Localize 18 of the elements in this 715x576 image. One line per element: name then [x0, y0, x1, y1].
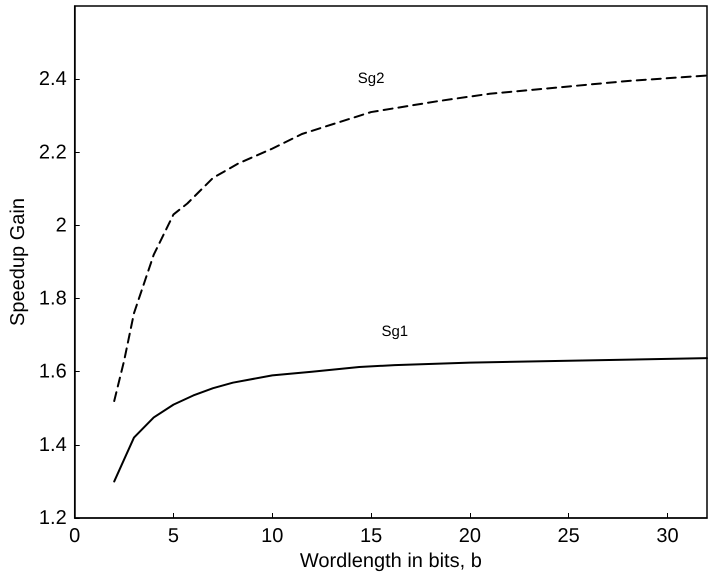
- y-tick-label: 2: [56, 214, 67, 236]
- x-tick-label: 20: [458, 525, 482, 547]
- x-tick-label: 10: [261, 525, 284, 547]
- y-tick-label: 1.4: [38, 434, 67, 456]
- y-tick-label: 1.2: [38, 507, 67, 529]
- x-tick-label: 25: [558, 525, 580, 547]
- x-axis-title: Wordlength in bits, b: [300, 550, 482, 572]
- y-tick-label: 2.2: [38, 141, 67, 164]
- x-tick-label: 5: [168, 525, 180, 547]
- y-axis-title: Speedup Gain: [7, 198, 29, 326]
- y-tick-label: 1.6: [38, 360, 67, 383]
- x-tick-label: 30: [656, 525, 679, 547]
- series-label: Sg2: [358, 70, 384, 88]
- x-tick-label: 15: [360, 525, 382, 547]
- y-tick-label: 2.4: [38, 68, 67, 90]
- x-tick-label: 0: [69, 525, 80, 547]
- y-tick-label: 1.8: [38, 288, 67, 310]
- series-label: Sg1: [381, 323, 408, 340]
